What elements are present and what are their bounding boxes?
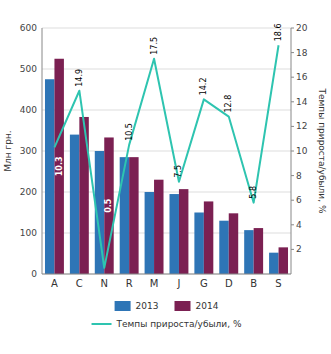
legend-swatch (175, 301, 191, 311)
bar (104, 137, 113, 274)
y2-tick-label: 2 (296, 244, 302, 254)
bar (194, 213, 203, 275)
y-axis-line (42, 28, 43, 274)
line (54, 45, 278, 268)
bar (254, 228, 263, 274)
y-tick-label: 100 (20, 228, 37, 238)
x-tick-label: A (51, 278, 58, 289)
y2-tick-label: 12 (296, 121, 307, 131)
grid-line (42, 28, 291, 29)
y-tick-label: 400 (20, 105, 37, 115)
bar (120, 157, 129, 274)
y2-axis-label: Темпы прироста/убыли, % (317, 88, 327, 214)
plot-area (45, 45, 288, 274)
axes: 0 100 200 300 400 500 600 2 4 6 8 10 12 14 16 18 20 A C N R M… (3, 23, 327, 289)
y-tick-label: 500 (20, 64, 37, 74)
y2-tick (291, 175, 294, 176)
y2-tick (291, 249, 294, 250)
y2-tick-label: 18 (296, 48, 308, 58)
legend-swatch (115, 301, 131, 311)
grid-line (42, 274, 291, 275)
y-tick-label: 200 (20, 187, 37, 197)
y2-tick-label: 8 (296, 171, 302, 181)
data-label: 14.9 (75, 69, 84, 87)
bar (79, 117, 88, 274)
grid-line (42, 110, 291, 111)
x-tick-label: D (225, 278, 233, 289)
y2-tick (291, 224, 294, 225)
y2-tick (291, 52, 294, 53)
y2-tick-label: 6 (296, 195, 302, 205)
y-tick-label: 600 (20, 23, 37, 33)
y2-tick-label: 20 (296, 23, 308, 33)
bar (179, 189, 188, 274)
bar (204, 201, 213, 274)
x-tick-label: B (250, 278, 257, 289)
bar (244, 230, 253, 274)
chart: 0 100 200 300 400 500 600 2 4 6 8 10 12 14 16 18 20 A C N R M… (0, 0, 331, 354)
y-axis-label: Млн грн. (3, 130, 13, 171)
data-label: 5.8 (249, 186, 258, 199)
data-label: 12.8 (224, 95, 233, 113)
bar (129, 157, 138, 274)
data-label: 10.5 (125, 123, 134, 141)
y2-tick (291, 101, 294, 102)
y2-tick-label: 4 (296, 220, 302, 230)
legend-label: Темпы прироста/убыли, % (116, 319, 242, 329)
data-labels: 10.3 14.9 0.5 10.5 17.5 7.5 14.2 12.8 5.8 18.6 (55, 23, 283, 212)
legend: 2013 2014 Темпы прироста/убыли, % (92, 301, 242, 329)
x-axis-line (42, 274, 291, 275)
data-label: 17.5 (150, 37, 159, 55)
legend-swatch (92, 323, 112, 325)
data-label: 0.5 (104, 198, 113, 213)
bar (269, 253, 278, 274)
y-tick-label: 300 (20, 146, 37, 156)
data-label: 14.2 (199, 78, 208, 96)
data-label: 7.5 (174, 165, 183, 178)
y2-tick-label: 14 (296, 97, 308, 107)
legend-item: 2013 (115, 301, 159, 311)
legend-item: 2014 (175, 301, 219, 311)
y2-tick (291, 200, 294, 201)
x-tick-label: R (126, 278, 133, 289)
bar (154, 180, 163, 274)
y-tick-label: 0 (31, 269, 37, 279)
x-tick-label: N (101, 278, 108, 289)
x-tick-label: S (275, 278, 281, 289)
y2-tick (291, 77, 294, 78)
y2-tick (291, 126, 294, 127)
y2-tick (291, 151, 294, 152)
data-label: 18.6 (274, 23, 283, 41)
bar (54, 59, 63, 274)
x-tick-label: G (200, 278, 208, 289)
grid (42, 28, 291, 274)
legend-row: Темпы прироста/убыли, % (92, 319, 242, 329)
bar (70, 135, 79, 274)
legend-label: 2013 (136, 301, 159, 311)
x-tick-label: C (76, 278, 83, 289)
legend-row: 2013 2014 (115, 301, 219, 311)
bar (45, 79, 54, 274)
y2-tick-label: 16 (296, 72, 308, 82)
data-label: 10.3 (55, 157, 64, 177)
legend-item: Темпы прироста/убыли, % (92, 319, 242, 329)
bar (229, 213, 238, 274)
x-tick-label: M (150, 278, 159, 289)
bar (279, 247, 288, 274)
y2-tick-label: 10 (296, 146, 308, 156)
x-tick-label: J (176, 278, 180, 289)
legend-label: 2014 (196, 301, 219, 311)
bar (219, 221, 228, 274)
y2-tick (291, 28, 294, 29)
bar (145, 192, 154, 274)
bar (169, 194, 178, 274)
